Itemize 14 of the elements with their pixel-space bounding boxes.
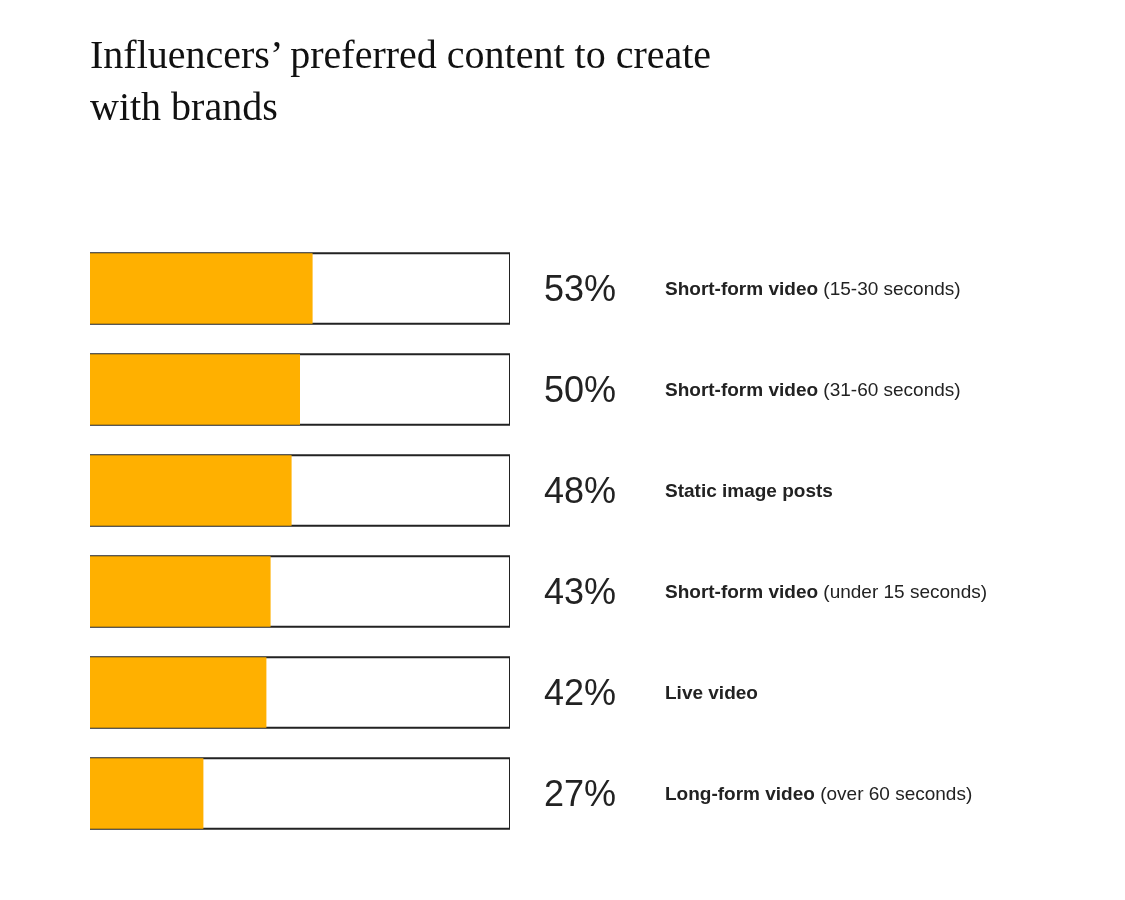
data-label: 48% (544, 470, 617, 511)
y-tick-label: Short-form video (31-60 seconds) (665, 379, 961, 400)
data-label: 53% (544, 268, 617, 309)
data-label: 42% (544, 672, 617, 713)
chart-title: Influencers’ preferred content to create with brands (90, 32, 712, 129)
data-label: 50% (544, 369, 617, 410)
data-label: 27% (544, 773, 617, 814)
y-tick-label: Live video (665, 682, 758, 703)
y-tick-label: Short-form video (under 15 seconds) (665, 581, 988, 602)
y-tick-label: Static image posts (665, 480, 833, 501)
bar (90, 758, 204, 829)
data-label: 43% (544, 571, 617, 612)
y-tick-label: Long-form video (over 60 seconds) (665, 783, 973, 804)
y-tick-label: Short-form video (15-30 seconds) (665, 278, 961, 299)
